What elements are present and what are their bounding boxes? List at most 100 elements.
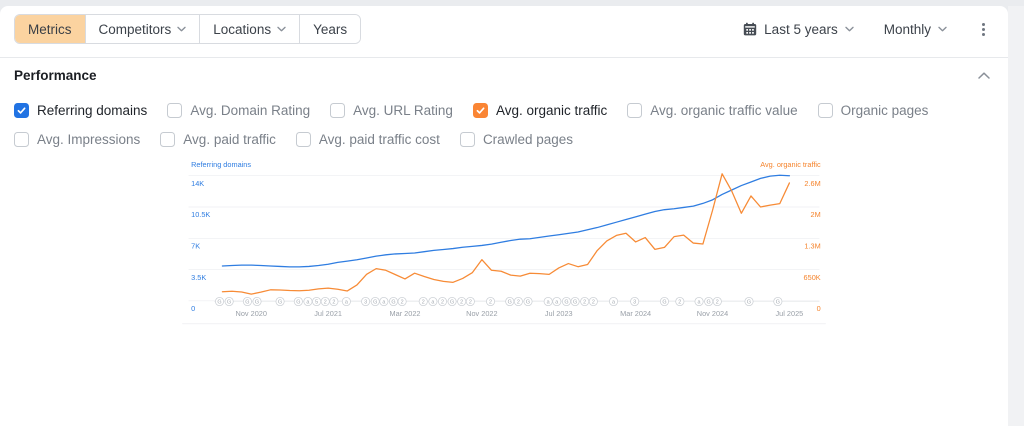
- metric-toggle-avg-paid-traffic-cost[interactable]: Avg. paid traffic cost: [295, 131, 440, 147]
- event-marker-circle[interactable]: [397, 296, 407, 307]
- event-marker[interactable]: 2: [465, 296, 475, 307]
- event-marker-circle[interactable]: [215, 296, 225, 307]
- event-marker[interactable]: 2: [320, 296, 330, 307]
- tab-locations[interactable]: Locations: [200, 15, 301, 43]
- event-marker-circle[interactable]: [659, 296, 669, 307]
- event-marker[interactable]: G: [224, 296, 234, 307]
- event-marker[interactable]: 2: [588, 296, 598, 307]
- event-marker[interactable]: a: [379, 296, 389, 307]
- event-marker[interactable]: G: [370, 296, 380, 307]
- event-marker[interactable]: 2: [437, 296, 448, 307]
- event-marker-circle[interactable]: [712, 296, 722, 307]
- metric-toggle-avg-organic-traffic[interactable]: Avg. organic traffic: [472, 102, 607, 118]
- event-marker-circle[interactable]: [744, 296, 754, 307]
- event-marker-circle[interactable]: [341, 296, 351, 307]
- series-line-referring-domains[interactable]: [221, 174, 791, 268]
- event-marker-circle[interactable]: [630, 296, 640, 307]
- checkbox-unchecked[interactable]: [627, 102, 643, 118]
- checkbox-unchecked[interactable]: [817, 102, 833, 118]
- event-marker[interactable]: 2: [675, 296, 685, 307]
- event-marker-circle[interactable]: [694, 296, 704, 307]
- performance-chart[interactable]: Referring domains Avg. organic traffic 14K…: [0, 154, 1008, 426]
- event-marker[interactable]: a: [303, 296, 313, 307]
- checkbox-unchecked[interactable]: [295, 131, 311, 147]
- event-marker[interactable]: G: [561, 296, 571, 307]
- event-marker[interactable]: G: [252, 296, 262, 307]
- checkbox-unchecked[interactable]: [459, 131, 475, 147]
- event-marker[interactable]: G: [242, 296, 252, 307]
- event-marker[interactable]: G: [744, 296, 754, 307]
- event-marker-circle[interactable]: [588, 296, 598, 307]
- metric-toggle-avg-organic-traffic-value[interactable]: Avg. organic traffic value: [627, 102, 798, 118]
- event-marker[interactable]: a: [694, 296, 704, 307]
- event-marker-circle[interactable]: [552, 296, 562, 307]
- event-marker[interactable]: 3: [630, 296, 640, 307]
- event-marker[interactable]: a: [608, 296, 619, 307]
- metric-toggle-avg-domain-rating[interactable]: Avg. Domain Rating: [167, 102, 310, 118]
- event-marker-circle[interactable]: [608, 296, 619, 307]
- event-marker[interactable]: 2: [418, 296, 428, 307]
- checkbox-unchecked[interactable]: [14, 131, 29, 147]
- series-line-avg-organic-traffic[interactable]: [221, 173, 791, 295]
- event-marker[interactable]: 2: [457, 296, 467, 307]
- event-marker[interactable]: 2: [485, 296, 496, 307]
- event-marker-circle[interactable]: [465, 296, 475, 307]
- event-marker-circle[interactable]: [242, 296, 252, 307]
- metric-toggle-organic-pages[interactable]: Organic pages: [817, 102, 928, 118]
- event-marker-circle[interactable]: [379, 296, 389, 307]
- event-marker-circle[interactable]: [293, 296, 303, 307]
- event-marker-circle[interactable]: [428, 296, 438, 307]
- event-marker[interactable]: G: [275, 296, 285, 307]
- event-marker-circle[interactable]: [485, 296, 496, 307]
- event-marker[interactable]: G: [704, 296, 714, 307]
- metric-toggle-avg-impressions[interactable]: Avg. Impressions: [14, 131, 140, 147]
- event-marker-circle[interactable]: [418, 296, 428, 307]
- event-marker-circle[interactable]: [570, 296, 580, 307]
- event-marker[interactable]: G: [447, 296, 457, 307]
- event-marker-circle[interactable]: [361, 296, 371, 307]
- tab-competitors[interactable]: Competitors: [85, 15, 201, 43]
- event-marker[interactable]: 3: [361, 296, 371, 307]
- event-marker[interactable]: a: [543, 296, 553, 307]
- event-marker-circle[interactable]: [523, 296, 533, 307]
- event-marker[interactable]: G: [388, 296, 399, 307]
- event-marker[interactable]: a: [428, 296, 438, 307]
- tab-metrics[interactable]: Metrics: [15, 15, 86, 43]
- event-marker[interactable]: G: [215, 296, 225, 307]
- event-marker[interactable]: 2: [397, 296, 407, 307]
- date-range-button[interactable]: Last 5 years: [743, 22, 854, 37]
- event-marker[interactable]: a: [552, 296, 562, 307]
- event-marker[interactable]: 2: [329, 296, 339, 307]
- event-marker-circle[interactable]: [224, 296, 234, 307]
- event-marker[interactable]: 2: [513, 296, 523, 307]
- event-marker[interactable]: G: [570, 296, 580, 307]
- event-marker-circle[interactable]: [773, 296, 783, 307]
- event-marker[interactable]: 2: [580, 296, 590, 307]
- event-marker-circle[interactable]: [513, 296, 523, 307]
- metric-toggle-avg-paid-traffic[interactable]: Avg. paid traffic: [160, 131, 276, 147]
- event-marker[interactable]: a: [341, 296, 351, 307]
- event-marker-circle[interactable]: [675, 296, 685, 307]
- event-marker-circle[interactable]: [437, 296, 448, 307]
- more-options-button[interactable]: [977, 19, 990, 40]
- checkbox-unchecked[interactable]: [167, 102, 183, 118]
- scrollbar-gutter[interactable]: [1008, 6, 1024, 426]
- metric-toggle-crawled-pages[interactable]: Crawled pages: [459, 131, 573, 147]
- event-marker[interactable]: G: [293, 296, 303, 307]
- granularity-button[interactable]: Monthly: [884, 22, 947, 37]
- event-marker[interactable]: 2: [712, 296, 722, 307]
- collapse-section-button[interactable]: [975, 69, 993, 82]
- tab-years[interactable]: Years: [300, 15, 361, 43]
- checkbox-unchecked[interactable]: [330, 102, 346, 118]
- event-marker-circle[interactable]: [447, 296, 457, 307]
- event-marker[interactable]: 5: [312, 296, 322, 307]
- event-marker[interactable]: G: [659, 296, 669, 307]
- checkbox-checked[interactable]: [14, 102, 29, 118]
- event-marker-circle[interactable]: [329, 296, 339, 307]
- event-marker-circle[interactable]: [252, 296, 262, 307]
- event-marker[interactable]: G: [773, 296, 783, 307]
- metric-toggle-avg-url-rating[interactable]: Avg. URL Rating: [330, 102, 453, 118]
- checkbox-checked[interactable]: [472, 102, 488, 118]
- checkbox-unchecked[interactable]: [160, 131, 176, 147]
- event-marker[interactable]: G: [523, 296, 533, 307]
